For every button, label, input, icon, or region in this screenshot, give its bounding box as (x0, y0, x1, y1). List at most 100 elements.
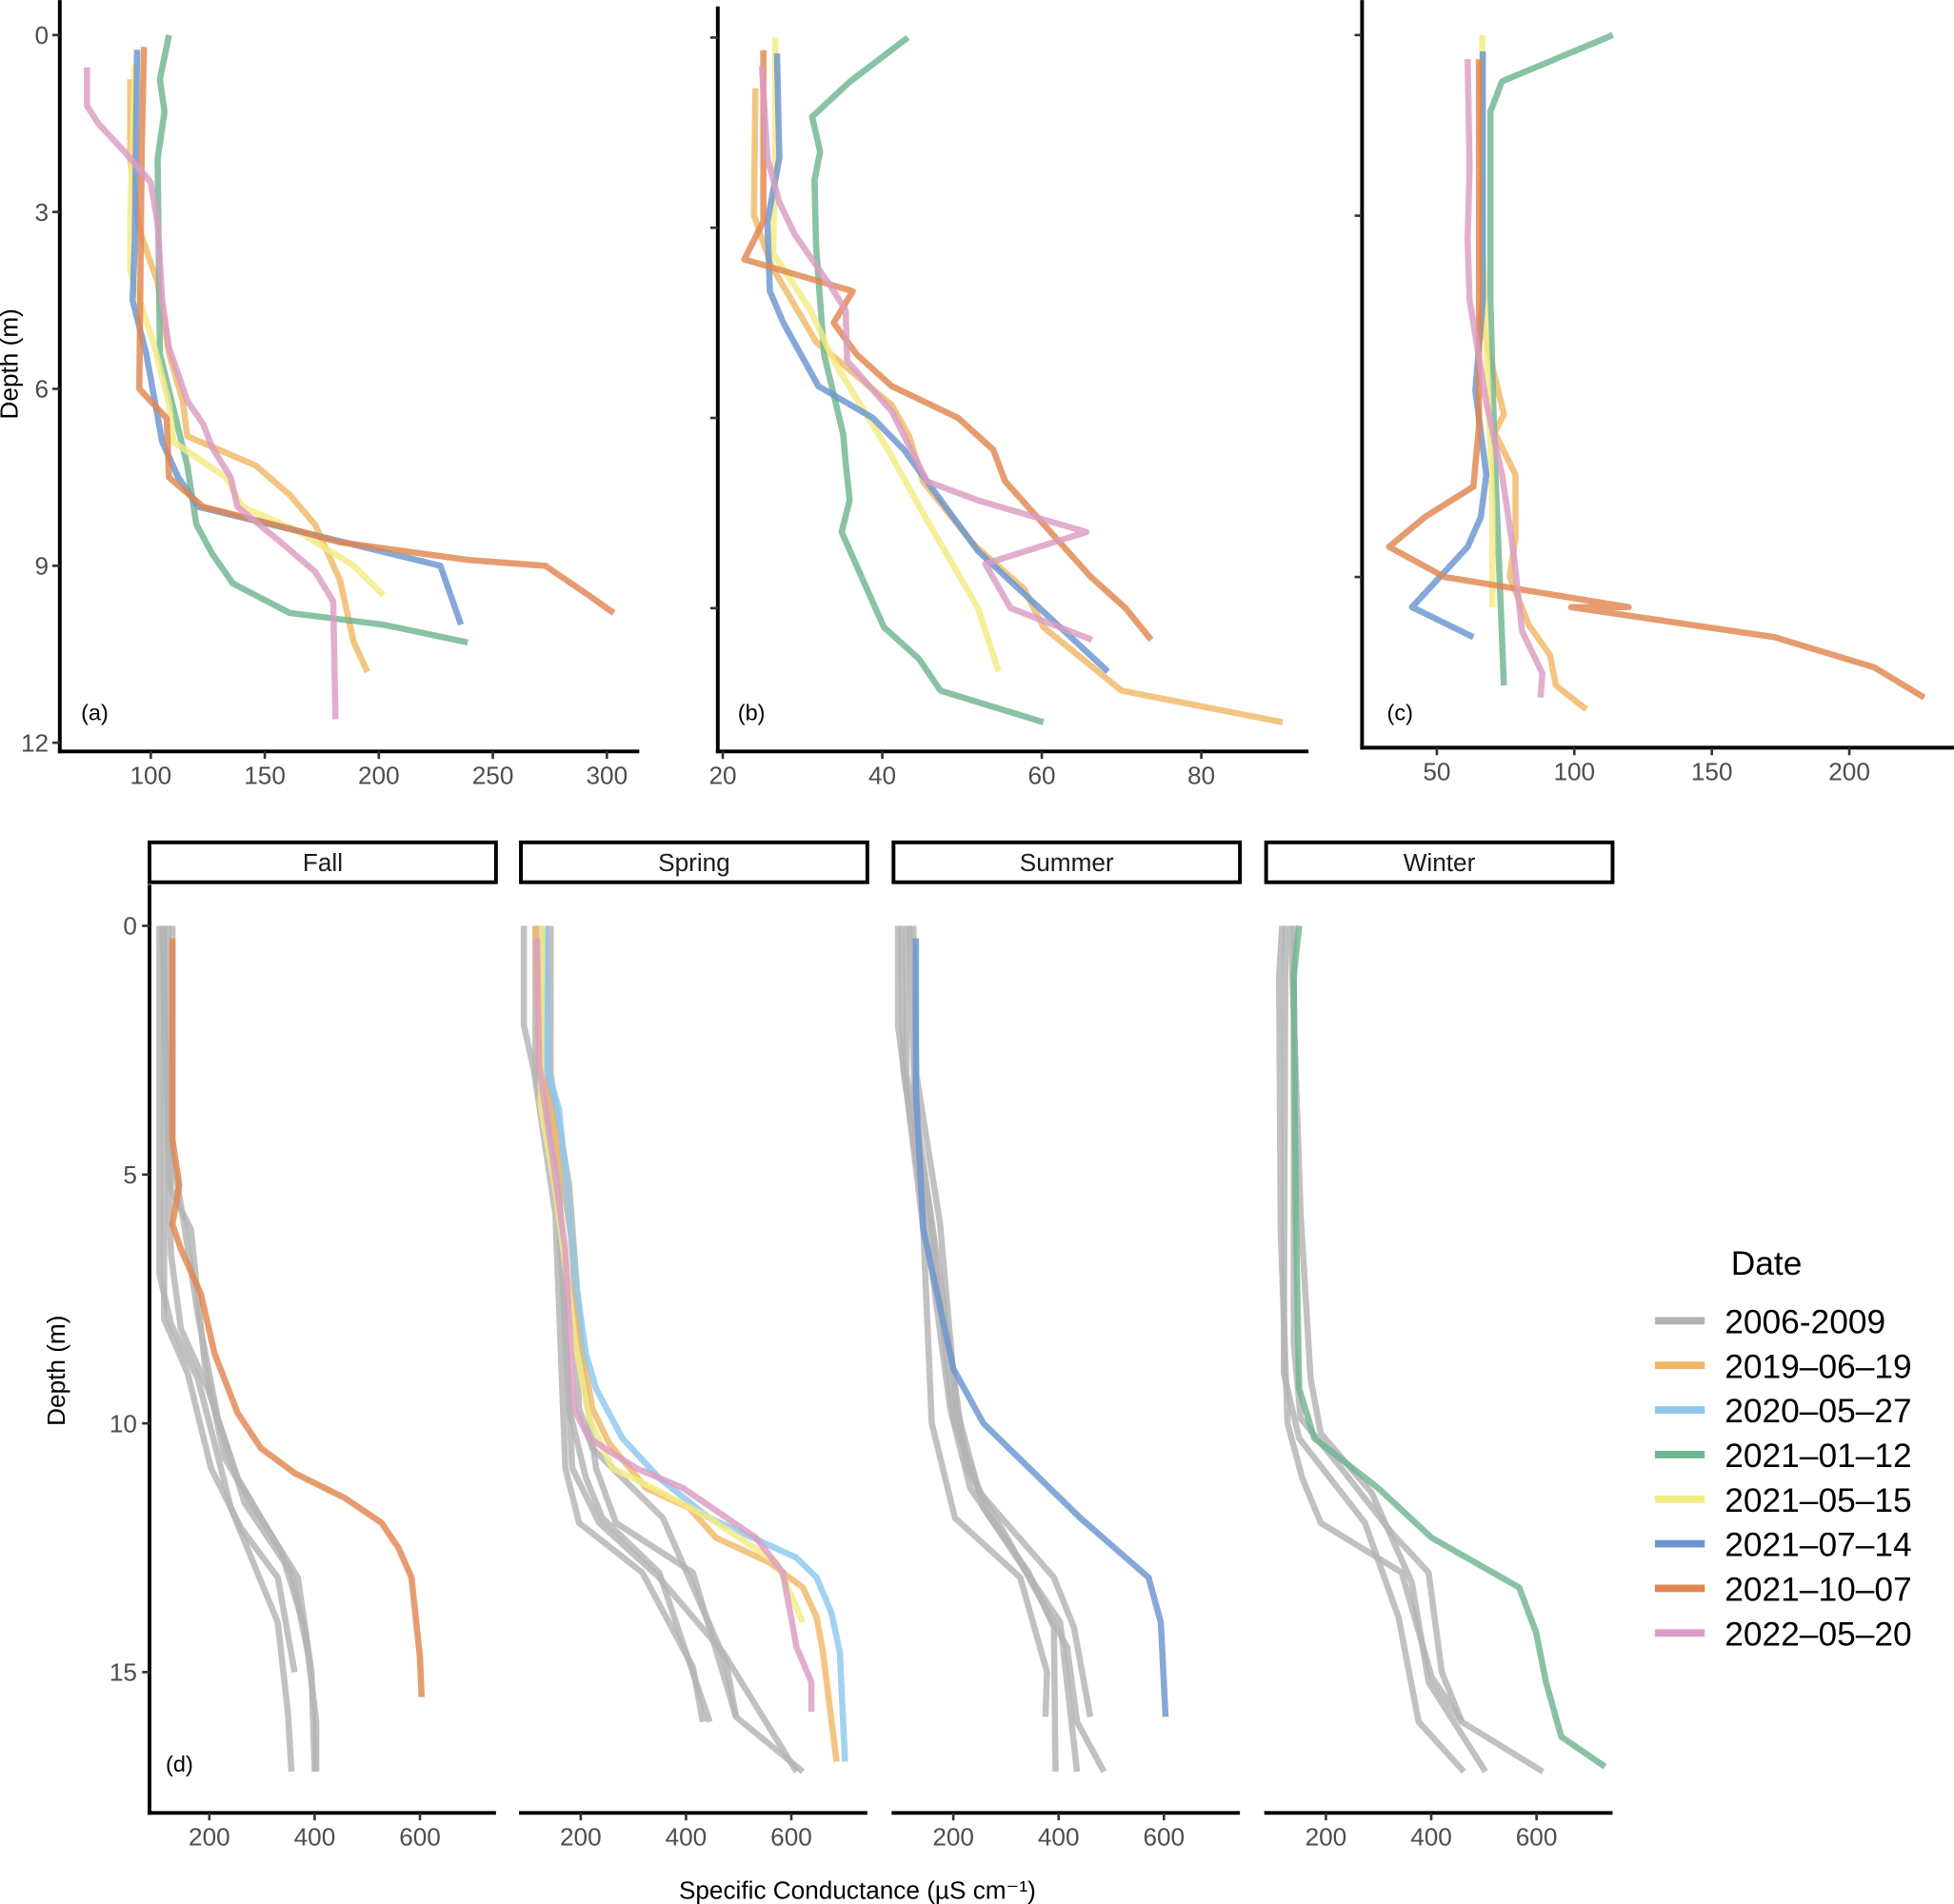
legend-item: 2019–06–19 (1654, 1348, 1912, 1385)
series-line-1-1 (808, 34, 1045, 725)
x-tick-label: 600 (1516, 1822, 1558, 1851)
series-line-2-0 (1477, 65, 1588, 712)
x-tick-label: 100 (1553, 757, 1595, 785)
x-tick-label: 400 (294, 1822, 336, 1851)
series-line-0-5 (84, 67, 339, 720)
facet-strip-label: Fall (303, 848, 343, 877)
legend-item: 2021–10–07 (1654, 1572, 1912, 1609)
legend-label: 2006-2009 (1725, 1303, 1885, 1340)
facet-fall: Fall 200 400 600 (148, 840, 498, 1851)
x-tick-label: 150 (244, 761, 286, 789)
facet-spring: Spring 200 400 600 (519, 840, 869, 1851)
y-tick-label: 12 (21, 728, 49, 757)
series-line-3-3-0 (1275, 925, 1545, 1775)
series-line-1-4 (741, 50, 1154, 643)
series-line-2-4 (1386, 59, 1926, 701)
y-axis-title: Depth (m) (0, 308, 23, 419)
legend-label: 2021–05–15 (1725, 1482, 1911, 1519)
legend-item: 2020–05–27 (1654, 1393, 1912, 1430)
panel-c: 50 100 150 200 (c) (1354, 0, 1954, 785)
x-tick-label: 60 (1028, 761, 1056, 789)
facet-strip-label: Winter (1404, 848, 1476, 877)
x-tick-label: 200 (560, 1822, 602, 1851)
legend-label: 2021–07–14 (1725, 1527, 1911, 1564)
series-line-3-2-5 (912, 938, 1169, 1717)
panel-d: Fall 200 400 600 Spring 200 400 600 Summer 200 400… (42, 840, 1615, 1904)
y-tick-label: 6 (34, 375, 49, 404)
legend-label: 2021–10–07 (1725, 1572, 1911, 1609)
x-tick-label: 600 (1143, 1822, 1185, 1851)
series-line-1-2 (769, 37, 1002, 673)
y-tick-label: 15 (110, 1658, 137, 1687)
facet-winter: Winter 200 400 600 (1264, 840, 1615, 1851)
panel-a: 100 150 200 250 300 0 3 6 9 12 (a) Depth (m) (0, 0, 640, 789)
legend-label: 2020–05–27 (1725, 1393, 1911, 1430)
legend-label: 2022–05–20 (1725, 1616, 1911, 1653)
panel-tag: (a) (81, 701, 109, 725)
x-tick-label: 200 (189, 1822, 230, 1851)
series-line-3-3-1 (1280, 925, 1466, 1775)
series-line-0-3 (129, 50, 465, 626)
x-tick-label: 100 (130, 761, 172, 789)
series-line-3-0-1 (161, 925, 298, 1673)
panel-tag: (b) (738, 701, 766, 725)
y-axis-title: Depth (m) (42, 1316, 70, 1426)
y-tick-label: 3 (34, 198, 49, 227)
x-tick-label: 600 (399, 1822, 441, 1851)
x-tick-label: 600 (770, 1822, 812, 1851)
series-line-0-2 (127, 64, 386, 598)
x-tick-label: 200 (1828, 757, 1870, 785)
series-line-3-1-6 (542, 925, 848, 1762)
series-line-3-1-2 (548, 925, 806, 1775)
x-axis-title: Specific Conductance (µS cm⁻¹) (679, 1876, 1036, 1904)
legend-item: 2006-2009 (1654, 1303, 1885, 1340)
legend-item: 2021–05–15 (1654, 1482, 1912, 1519)
x-tick-label: 150 (1691, 757, 1733, 785)
series-line-3-2-1 (898, 925, 1059, 1773)
facet-summer: Summer 200 400 600 (891, 840, 1243, 1851)
series-line-3-3-3 (1287, 925, 1488, 1774)
y-tick-label: 9 (34, 551, 49, 580)
facet-strip-label: Summer (1020, 848, 1114, 877)
legend-item: 2022–05–20 (1654, 1616, 1912, 1653)
x-tick-label: 200 (358, 761, 400, 789)
facet-strip-label: Spring (658, 848, 730, 877)
legend-label: 2019–06–19 (1725, 1348, 1911, 1385)
x-tick-label: 400 (1410, 1822, 1452, 1851)
legend-item: 2021–07–14 (1654, 1527, 1912, 1564)
legend-label: 2021–01–12 (1725, 1438, 1911, 1475)
series-line-0-4 (136, 47, 616, 616)
legend-title: Date (1731, 1245, 1803, 1282)
y-tick-label: 10 (110, 1409, 137, 1438)
facet-strip (891, 840, 1243, 884)
panel-b: 20 40 60 80 (b) (708, 6, 1309, 789)
series-line-2-5 (1464, 59, 1546, 698)
x-tick-label: 50 (1423, 757, 1450, 785)
y-tick-label: 5 (123, 1160, 137, 1189)
series-line-3-2-2 (903, 925, 1094, 1717)
series-line-3-0-4 (169, 925, 311, 1654)
series-line-3-0-5 (169, 938, 425, 1697)
series-line-3-1-8 (533, 938, 815, 1713)
x-tick-label: 200 (1306, 1822, 1347, 1851)
x-tick-label: 300 (587, 761, 628, 789)
legend-item: 2021–01–12 (1654, 1438, 1912, 1475)
legend: Date 2006-2009 2019–06–19 2020–05–27 2021–01… (1654, 1245, 1912, 1653)
facet-strip (148, 840, 498, 884)
facet-strip (519, 840, 869, 884)
x-tick-label: 200 (932, 1822, 974, 1851)
y-tick-label: 0 (123, 912, 137, 941)
x-tick-label: 80 (1187, 761, 1215, 789)
x-tick-label: 250 (472, 761, 514, 789)
y-tick-label: 0 (34, 21, 49, 50)
facet-strip (1264, 840, 1615, 884)
x-tick-label: 20 (708, 761, 736, 789)
series-line-2-1 (1486, 31, 1614, 686)
x-tick-label: 400 (1038, 1822, 1080, 1851)
panel-tag: (c) (1387, 701, 1413, 725)
series-line-1-5 (758, 66, 1093, 644)
x-tick-label: 40 (868, 761, 896, 789)
series-line-3-1-4 (537, 925, 800, 1774)
series-line-3-3-4 (1290, 925, 1607, 1770)
